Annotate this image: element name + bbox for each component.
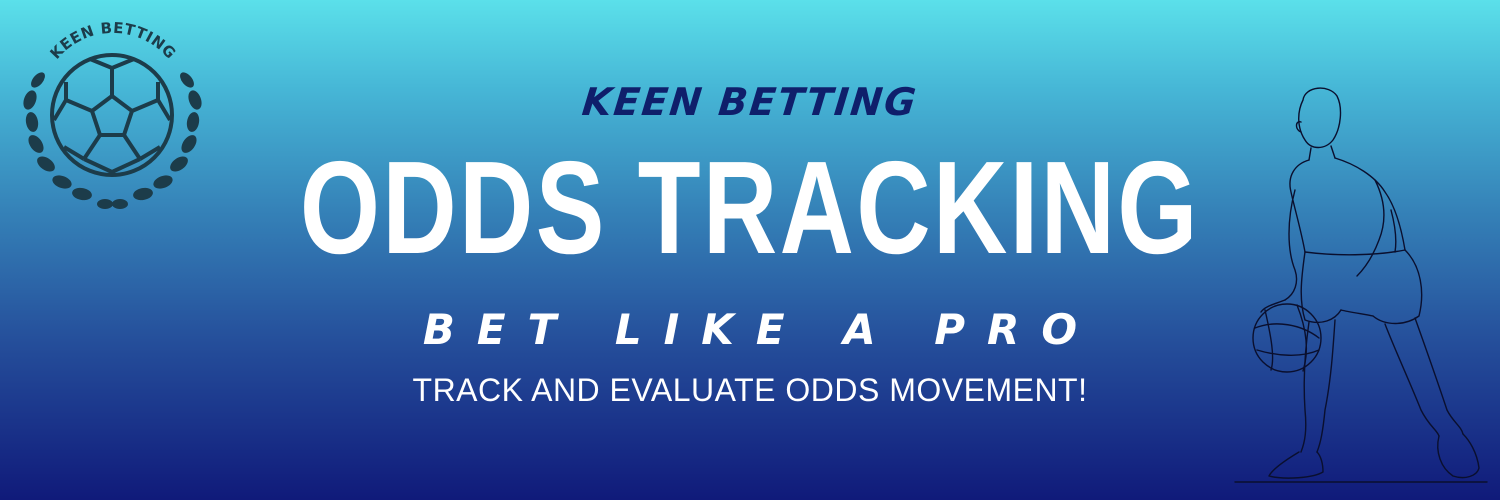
subtitle: TRACK AND EVALUATE ODDS MOVEMENT! <box>412 372 1088 408</box>
headline: ODDS TRACKING <box>0 128 1500 288</box>
basketball-player-illustration <box>1225 80 1495 490</box>
keen-betting-logo: KEEN BETTING <box>10 12 215 217</box>
basketball-player-line-art-icon <box>1234 87 1488 483</box>
soccer-ball-laurel-icon: KEEN BETTING <box>23 19 202 209</box>
headline-text: ODDS TRACKING <box>300 134 1200 281</box>
tagline: BET LIKE A PRO <box>422 305 1100 354</box>
